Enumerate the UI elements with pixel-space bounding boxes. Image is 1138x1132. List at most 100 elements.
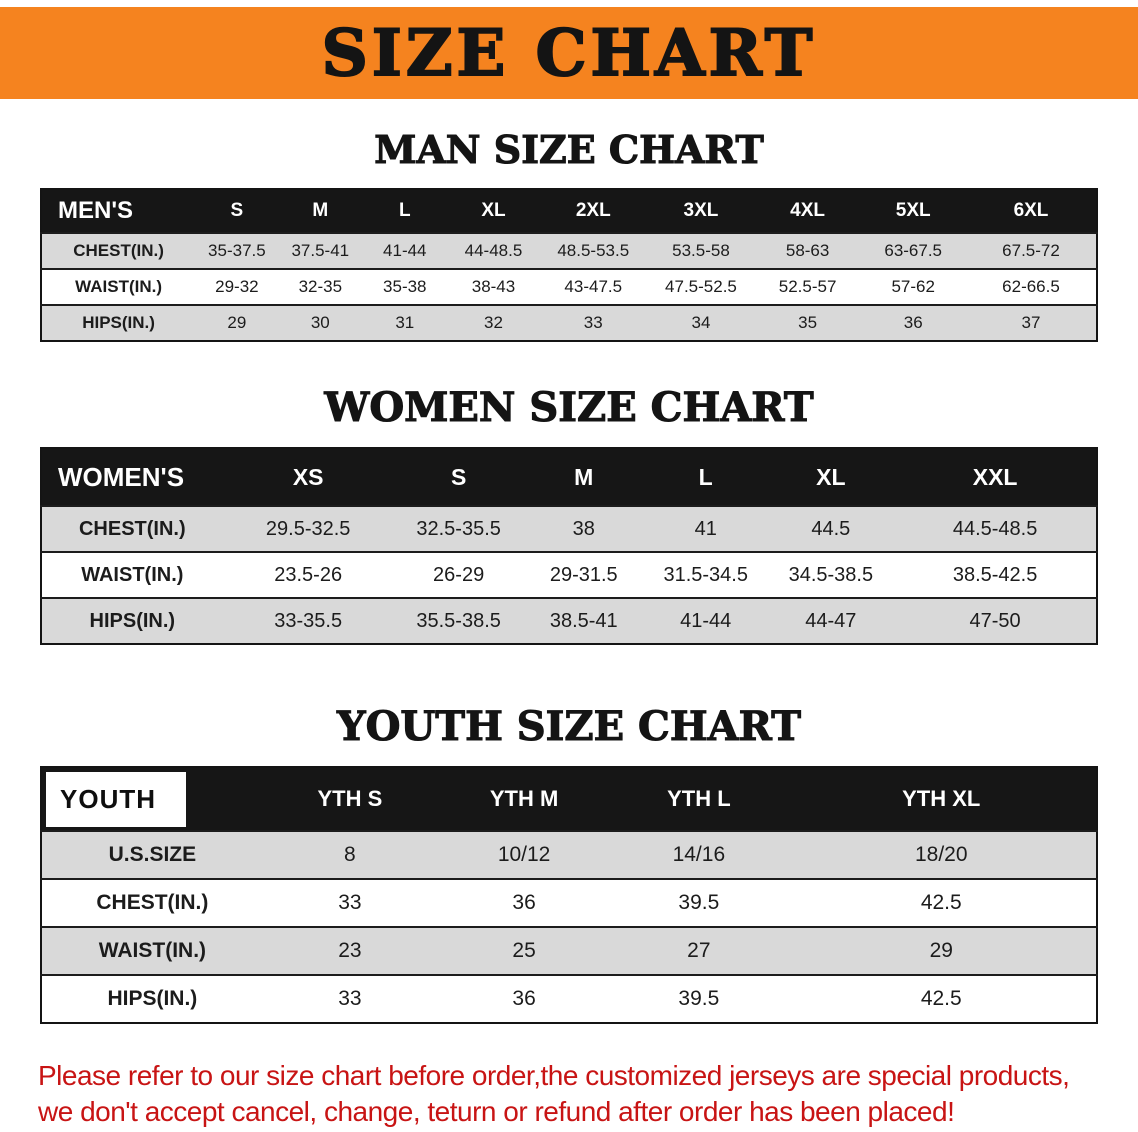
women-size-header: M <box>523 448 644 506</box>
men-corner-label: MEN'S <box>58 197 134 224</box>
youth-size-header: YTH XL <box>786 767 1097 831</box>
youth-heading: YOUTH SIZE CHART <box>336 702 801 750</box>
data-cell: 33 <box>583 313 603 332</box>
row-label: HIPS(IN.) <box>82 313 155 332</box>
disclaimer-line-2: we don't accept cancel, change, teturn o… <box>38 1095 955 1127</box>
data-cell: 42.5 <box>920 987 962 1010</box>
banner: SIZE CHART <box>0 7 1138 99</box>
youth-data-row: U.S.SIZE 8 10/12 14/16 18/20 <box>41 831 1097 879</box>
data-cell: 41 <box>694 517 717 540</box>
men-size-header: L <box>362 189 448 233</box>
data-cell: 39.5 <box>678 891 720 914</box>
row-label: CHEST(IN.) <box>78 517 186 540</box>
women-corner-label: WOMEN'S <box>58 461 185 492</box>
data-cell: 36 <box>903 313 923 332</box>
data-cell: 23 <box>338 939 362 962</box>
youth-size-header: YTH L <box>611 767 787 831</box>
youth-size-table: YOUTH YTH S YTH M YTH L YTH XL U.S.SIZE 8 10/12… <box>40 766 1098 1024</box>
women-table-title: WOMEN'S <box>41 448 223 506</box>
data-cell: 38 <box>572 517 595 540</box>
women-size-header: XS <box>222 448 394 506</box>
data-cell: 33 <box>338 891 362 914</box>
data-cell: 8 <box>344 843 356 866</box>
data-cell: 44.5 <box>811 517 851 540</box>
data-cell: 29-31.5 <box>549 563 618 586</box>
data-cell: 52.5-57 <box>778 277 837 296</box>
men-size-header: S <box>195 189 279 233</box>
women-size-table: WOMEN'S XS S M L XL XXL CHEST(IN.) 29.5-32.5 32.5… <box>40 447 1098 645</box>
data-cell: 29 <box>929 939 953 962</box>
youth-data-row: HIPS(IN.) 33 36 39.5 42.5 <box>41 975 1097 1023</box>
row-label: WAIST(IN.) <box>81 563 184 586</box>
men-table-wrap: MEN'S S M L XL 2XL 3XL 4XL 5XL 6XL CHEST(IN.) 35-37… <box>40 188 1098 342</box>
youth-size-header: YTH S <box>262 767 437 831</box>
data-cell: 34.5-38.5 <box>788 563 874 586</box>
data-cell: 57-62 <box>891 277 935 296</box>
men-size-header: 4XL <box>754 189 861 233</box>
youth-table-wrap: YOUTH YTH S YTH M YTH L YTH XL U.S.SIZE 8 10/12… <box>40 766 1098 1024</box>
data-cell: 67.5-72 <box>1002 241 1060 260</box>
women-size-header: L <box>643 448 768 506</box>
youth-size-header: YTH M <box>436 767 612 831</box>
data-cell: 37 <box>1021 313 1041 332</box>
youth-table-title: YOUTH <box>41 767 263 831</box>
women-data-row: CHEST(IN.) 29.5-32.5 32.5-35.5 38 41 44.5 44.5… <box>41 506 1097 552</box>
data-cell: 14/16 <box>672 843 726 866</box>
data-cell: 38-43 <box>471 277 516 296</box>
youth-header-row: YOUTH YTH S YTH M YTH L YTH XL <box>41 767 1097 831</box>
data-cell: 39.5 <box>678 987 720 1010</box>
data-cell: 31 <box>395 313 415 332</box>
data-cell: 26-29 <box>433 563 485 586</box>
data-cell: 37.5-41 <box>291 241 350 260</box>
data-cell: 23.5-26 <box>274 563 343 586</box>
data-cell: 32-35 <box>298 277 343 296</box>
banner-title: SIZE CHART <box>321 15 817 92</box>
women-header-row: WOMEN'S XS S M L XL XXL <box>41 448 1097 506</box>
data-cell: 41-44 <box>383 241 427 260</box>
row-label: CHEST(IN.) <box>96 891 209 914</box>
row-label: WAIST(IN.) <box>98 939 207 962</box>
data-cell: 30 <box>310 313 330 332</box>
data-cell: 36 <box>512 891 536 914</box>
youth-data-row: CHEST(IN.) 33 36 39.5 42.5 <box>41 879 1097 927</box>
women-data-row: WAIST(IN.) 23.5-26 26-29 29-31.5 31.5-34.5 34… <box>41 552 1097 598</box>
women-table-wrap: WOMEN'S XS S M L XL XXL CHEST(IN.) 29.5-32.5 32.5… <box>40 447 1098 645</box>
data-cell: 58-63 <box>785 241 830 260</box>
men-header-row: MEN'S S M L XL 2XL 3XL 4XL 5XL 6XL <box>41 189 1097 233</box>
data-cell: 27 <box>687 939 711 962</box>
data-cell: 53.5-58 <box>672 241 730 260</box>
row-label: HIPS(IN.) <box>107 987 198 1010</box>
data-cell: 62-66.5 <box>1002 277 1060 296</box>
men-size-header: 5XL <box>860 189 966 233</box>
row-label: WAIST(IN.) <box>75 277 163 296</box>
data-cell: 18/20 <box>914 843 968 866</box>
men-size-header: 6XL <box>966 189 1097 233</box>
youth-section: YOUTH SIZE CHART YOUTH YTH S YTH M YTH L YTH… <box>0 702 1138 1024</box>
data-cell: 33-35.5 <box>274 609 343 632</box>
men-size-header: 3XL <box>647 189 755 233</box>
data-cell: 48.5-53.5 <box>557 241 630 260</box>
data-cell: 35.5-38.5 <box>416 609 501 632</box>
women-data-row: HIPS(IN.) 33-35.5 35.5-38.5 38.5-41 41-44 44-… <box>41 598 1097 644</box>
men-data-row: WAIST(IN.) 29-32 32-35 35-38 38-43 43-47.5 47.… <box>41 269 1097 305</box>
youth-data-row: WAIST(IN.) 23 25 27 29 <box>41 927 1097 975</box>
women-size-header: S <box>393 448 524 506</box>
men-data-row: CHEST(IN.) 35-37.5 37.5-41 41-44 44-48.5 48.5… <box>41 233 1097 269</box>
data-cell: 36 <box>512 987 536 1010</box>
data-cell: 47.5-52.5 <box>665 277 737 296</box>
data-cell: 63-67.5 <box>884 241 943 260</box>
data-cell: 29.5-32.5 <box>265 517 351 540</box>
men-data-row: HIPS(IN.) 29 30 31 32 33 34 35 36 37 <box>41 305 1097 341</box>
data-cell: 29 <box>227 313 247 332</box>
men-size-header: M <box>278 189 363 233</box>
data-cell: 33 <box>338 987 362 1010</box>
data-cell: 41-44 <box>680 609 732 632</box>
women-section: WOMEN SIZE CHART WOMEN'S XS S M L XL XXL CHEST(… <box>0 383 1138 645</box>
women-size-header: XXL <box>894 448 1097 506</box>
data-cell: 42.5 <box>920 891 962 914</box>
men-table-title: MEN'S <box>41 189 196 233</box>
row-label: CHEST(IN.) <box>73 241 164 260</box>
data-cell: 10/12 <box>497 843 551 866</box>
women-heading: WOMEN SIZE CHART <box>324 383 814 431</box>
data-cell: 35-37.5 <box>208 241 266 260</box>
